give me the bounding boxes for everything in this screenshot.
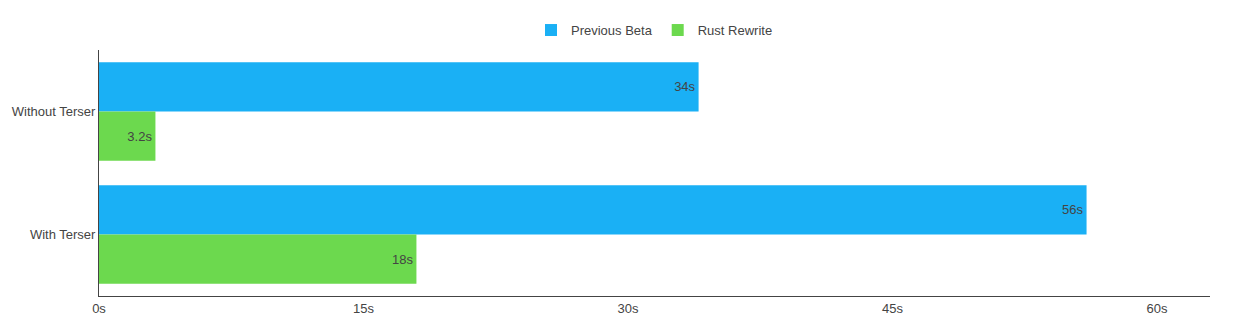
svg-text:45s: 45s (882, 301, 903, 316)
svg-text:15s: 15s (353, 301, 374, 316)
svg-text:3.2s: 3.2s (127, 129, 152, 144)
svg-text:56s: 56s (1062, 202, 1083, 217)
svg-text:18s: 18s (392, 252, 413, 267)
svg-text:30s: 30s (618, 301, 639, 316)
svg-text:60s: 60s (1147, 301, 1168, 316)
svg-text:With Terser: With Terser (30, 227, 96, 242)
svg-text:Previous Beta: Previous Beta (571, 23, 653, 38)
svg-text:0s: 0s (92, 301, 106, 316)
svg-text:Rust Rewrite: Rust Rewrite (698, 23, 772, 38)
svg-text:34s: 34s (674, 79, 695, 94)
svg-text:Without Terser: Without Terser (12, 104, 96, 119)
